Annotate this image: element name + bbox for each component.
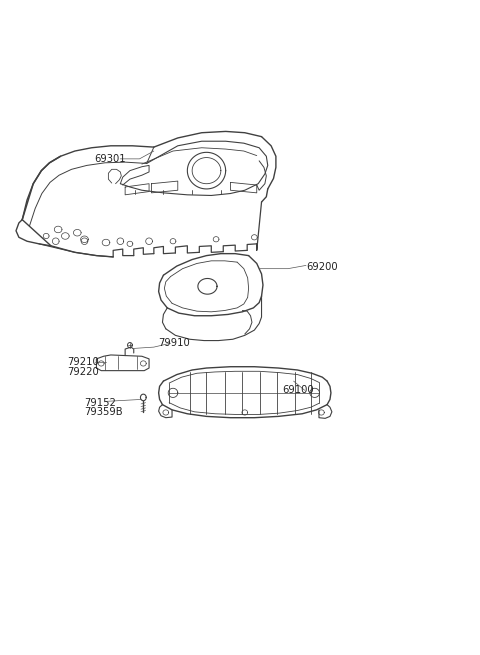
Text: 79152: 79152 [84,398,116,407]
Text: 69100: 69100 [282,385,314,395]
Text: 79210: 79210 [67,357,98,367]
Text: 79910: 79910 [158,338,191,348]
Text: 79220: 79220 [67,367,98,377]
Text: 79359B: 79359B [84,407,122,417]
Text: 69301: 69301 [94,154,126,164]
Text: 69200: 69200 [306,263,337,272]
